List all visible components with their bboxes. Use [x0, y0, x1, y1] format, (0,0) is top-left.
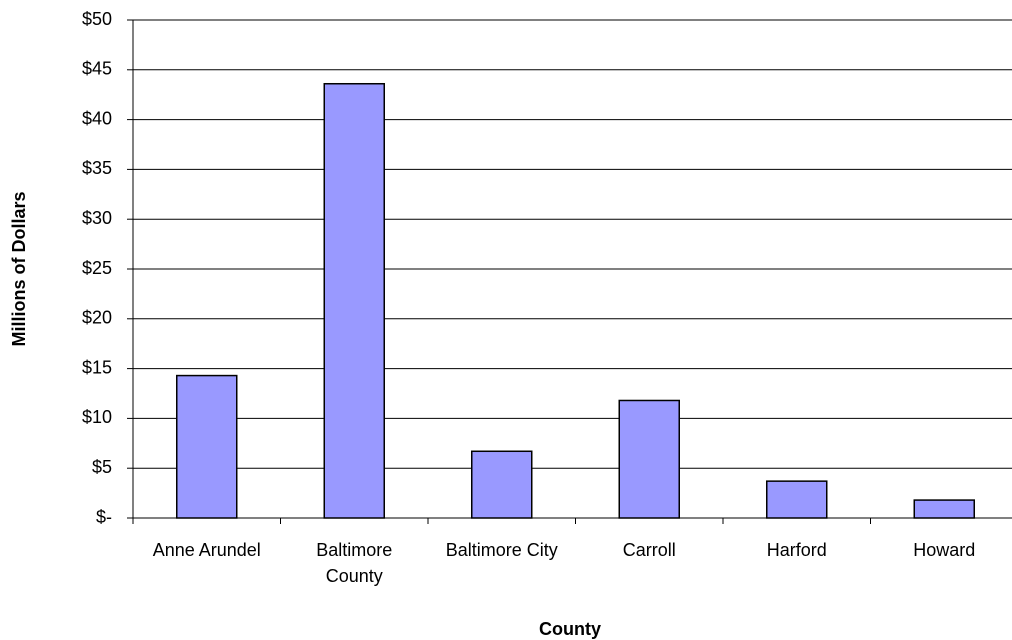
y-tick-label: $50 — [82, 9, 112, 29]
y-tick-label: $25 — [82, 258, 112, 278]
bar — [618, 399, 680, 519]
x-tick-label: Carroll — [622, 540, 676, 560]
y-tick-label: $10 — [82, 407, 112, 427]
x-tick-label: Howard — [913, 540, 976, 560]
y-tick-label: $40 — [82, 108, 112, 128]
bar — [766, 480, 828, 519]
y-tick-label: $15 — [82, 357, 112, 377]
y-tick-label: $- — [96, 507, 112, 527]
x-tick-label: Baltimore City — [445, 540, 558, 560]
x-axis-title: County — [539, 619, 601, 639]
y-tick-label: $30 — [82, 208, 112, 228]
y-tick-label: $20 — [82, 308, 112, 328]
y-axis-title: Millions of Dollars — [9, 191, 29, 346]
bar — [471, 450, 533, 519]
y-tick-label: $5 — [92, 457, 112, 477]
x-tick-label: Harford — [766, 540, 827, 560]
y-tick-label: $35 — [82, 158, 112, 178]
bar — [323, 82, 385, 519]
x-tick-label: Baltimore County — [316, 540, 393, 586]
bar — [913, 499, 975, 519]
bar — [176, 374, 238, 519]
x-tick-label: Anne Arundel — [152, 540, 261, 560]
y-tick-label: $45 — [82, 59, 112, 79]
